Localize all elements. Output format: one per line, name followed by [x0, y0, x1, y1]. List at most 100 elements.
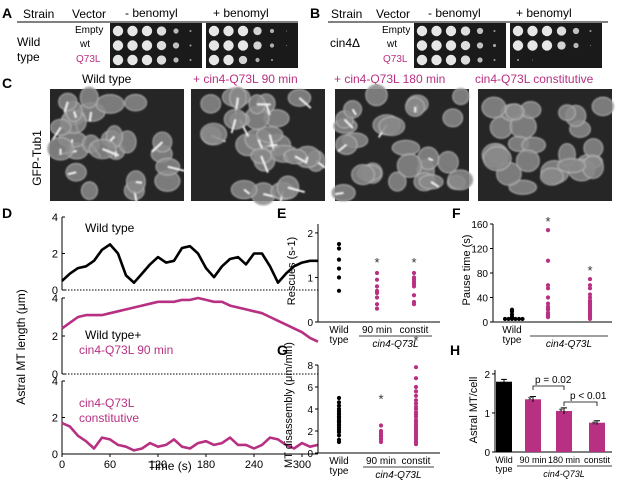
- microtubule: [335, 191, 344, 196]
- yeast-spot: [285, 44, 288, 47]
- data-point: [336, 241, 342, 247]
- panel-h-p-value-2: p < 0.01: [570, 391, 607, 402]
- microtubule: [135, 181, 143, 184]
- panel-a-strain-header: Strain: [23, 7, 54, 21]
- yeast-spot: [112, 40, 124, 51]
- data-point: [374, 277, 380, 282]
- micrograph-cells: [481, 96, 615, 195]
- panel-c: C Wild type + cin4-Q73L 90 min + cin4-Q7…: [2, 72, 615, 208]
- y-tick-label: 0: [52, 449, 58, 461]
- cell: [583, 138, 604, 159]
- y-tick-label: 1: [484, 409, 490, 420]
- data-point: [545, 283, 551, 288]
- panel-c-letter: C: [2, 75, 12, 91]
- data-point: [336, 430, 342, 435]
- yeast-spot: [516, 58, 520, 62]
- trace-line: [61, 421, 319, 452]
- panel-h-p-value-1: p = 0.02: [535, 375, 572, 386]
- yeast-spot: [431, 25, 442, 37]
- yeast-spot: [531, 59, 534, 61]
- microtubule: [88, 111, 93, 122]
- data-point: [411, 293, 417, 298]
- panel-a-vector-empty: Empty: [75, 25, 103, 36]
- cell: [378, 116, 406, 137]
- data-point: [509, 309, 515, 314]
- panel-b-strain: cin4Δ: [330, 36, 360, 50]
- data-point: [520, 316, 525, 322]
- category-label: Wild: [495, 455, 513, 465]
- microtubule: [73, 111, 77, 118]
- yeast-spot: [208, 40, 220, 51]
- data-point: [413, 376, 419, 381]
- yeast-spot: [573, 42, 579, 49]
- yeast-spot: [269, 43, 275, 48]
- yeast-spot: [253, 41, 262, 50]
- y-tick-label: 0: [482, 318, 488, 329]
- yeast-spot: [127, 25, 138, 37]
- yeast-spot: [208, 25, 220, 37]
- microtubule: [51, 126, 62, 141]
- panel-a-strain-line2: type: [17, 50, 40, 64]
- cell: [396, 153, 423, 178]
- microtubule: [294, 155, 306, 163]
- y-tick-label: 0: [52, 285, 58, 297]
- group-label: cin4-Q73L: [372, 339, 418, 350]
- trace-line: [61, 296, 319, 343]
- yeast-spot: [589, 44, 592, 47]
- data-point: [336, 275, 342, 280]
- microtubule: [67, 171, 77, 176]
- category-label: Wild: [502, 325, 521, 336]
- y-tick-label: 4: [52, 293, 58, 305]
- yeast-spot: [477, 57, 483, 63]
- data-point: [336, 288, 342, 293]
- panel-b-minus-plate: [414, 23, 506, 68]
- yeast-spot: [238, 55, 248, 65]
- micrograph-cells: [200, 86, 327, 206]
- y-tick-label: 1: [307, 273, 313, 284]
- panel-e-letter: E: [277, 205, 286, 221]
- microtubule: [287, 186, 305, 193]
- panel-e-ylabel: Rescues (s-1): [286, 237, 298, 305]
- trace-line: [61, 243, 318, 285]
- x-tick-label: 120: [149, 459, 167, 471]
- y-tick-label: 40: [477, 294, 489, 305]
- panel-b-vector-empty: Empty: [382, 25, 410, 36]
- cell: [391, 139, 421, 156]
- y-tick-label: 2: [52, 331, 58, 343]
- cell: [404, 96, 426, 117]
- yeast-spot: [269, 28, 275, 34]
- yeast-spot: [476, 27, 484, 35]
- yeast-spot: [493, 58, 496, 62]
- panel-a-strain-line1: Wild: [17, 35, 40, 49]
- significance-star: *: [592, 418, 597, 432]
- data-point: [545, 315, 551, 320]
- data-point: [378, 423, 384, 428]
- panel-a-minus-plate: [110, 23, 202, 68]
- panel-d-xlabel: Time (s): [148, 459, 192, 473]
- data-point: [587, 277, 593, 282]
- cell: [351, 164, 376, 186]
- x-tick-label: 300: [293, 459, 311, 471]
- yeast-spot: [255, 57, 260, 63]
- yeast-spot: [557, 41, 566, 50]
- data-point: [336, 246, 342, 251]
- panel-h-letter: H: [450, 342, 460, 358]
- yeast-spot: [189, 44, 192, 47]
- yeast-spot: [460, 40, 471, 51]
- data-point: [545, 295, 551, 300]
- data-point: [374, 284, 380, 289]
- data-point: [413, 393, 419, 398]
- yeast-spot: [541, 25, 553, 37]
- yeast-spot: [512, 25, 524, 37]
- panel-d-ylabel: Astral MT length (μm): [14, 289, 28, 404]
- yeast-spot: [156, 55, 167, 65]
- panel-d-trace-label-3a: cin4-Q73L: [79, 396, 135, 410]
- microtubule: [427, 157, 434, 162]
- microtubule: [351, 108, 357, 116]
- significance-star: *: [378, 392, 383, 407]
- yeast-spot: [285, 30, 288, 32]
- panel-a-plus-label: + benomyl: [213, 6, 269, 20]
